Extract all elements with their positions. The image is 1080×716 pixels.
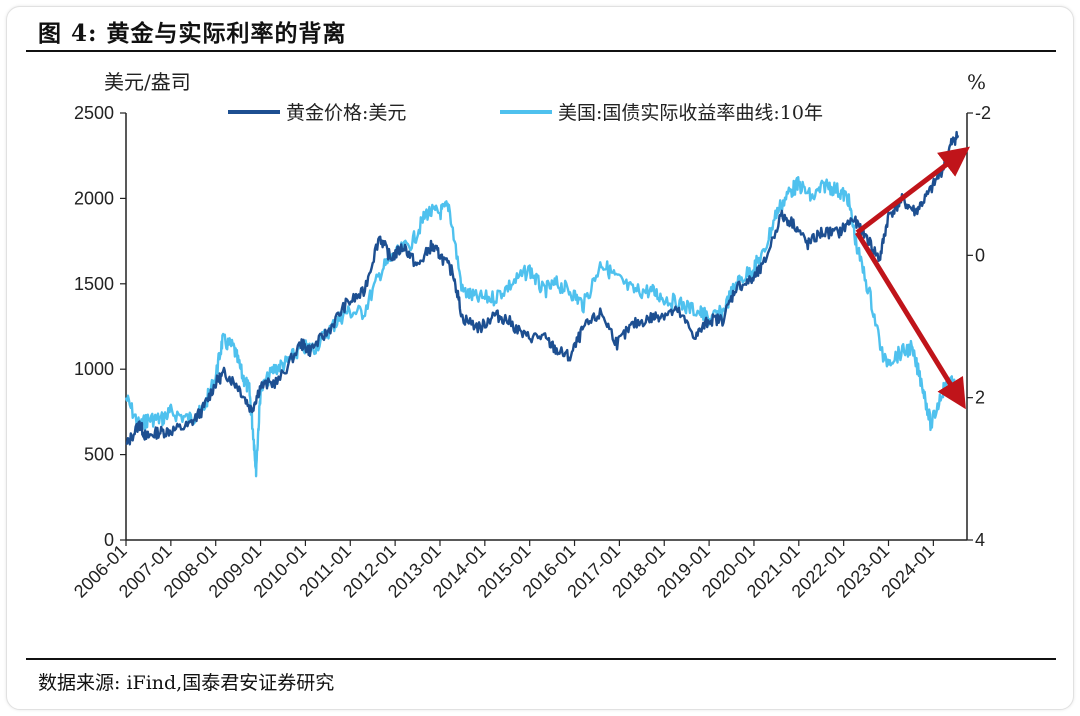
gold-price-line [125, 130, 960, 446]
left-tick-label: 2500 [74, 103, 114, 123]
left-axis-unit: 美元/盎司 [104, 70, 191, 94]
yield-up-arrow [854, 231, 966, 410]
right-tick-label: -2 [975, 103, 991, 123]
gold-up-arrow [855, 146, 970, 235]
left-tick-label: 2000 [74, 188, 114, 208]
source-note: 数据来源: iFind,国泰君安证券研究 [38, 672, 335, 694]
left-tick-label: 1500 [74, 274, 114, 294]
annotations [854, 146, 970, 410]
left-tick-label: 0 [104, 530, 114, 550]
left-tick-label: 500 [84, 445, 114, 465]
series-group [124, 130, 960, 478]
real-yield-line [124, 176, 960, 478]
legend-real-yield-label: 美国:国债实际收益率曲线:10年 [558, 102, 823, 124]
right-tick-label: 2 [975, 388, 985, 408]
footer-rule [26, 658, 1056, 660]
legend: 黄金价格:美元 美国:国债实际收益率曲线:10年 [228, 102, 823, 124]
right-axis-unit: % [967, 70, 986, 94]
right-tick-label: 0 [975, 245, 985, 265]
figure-title: 图 4: 黄金与实际利率的背离 [38, 20, 347, 47]
right-tick-label: 4 [975, 530, 985, 550]
title-rule [26, 50, 1056, 52]
axes: 05001000150020002500420-22006-012007-012… [70, 103, 991, 602]
legend-gold-label: 黄金价格:美元 [286, 102, 406, 124]
left-tick-label: 1000 [74, 359, 114, 379]
